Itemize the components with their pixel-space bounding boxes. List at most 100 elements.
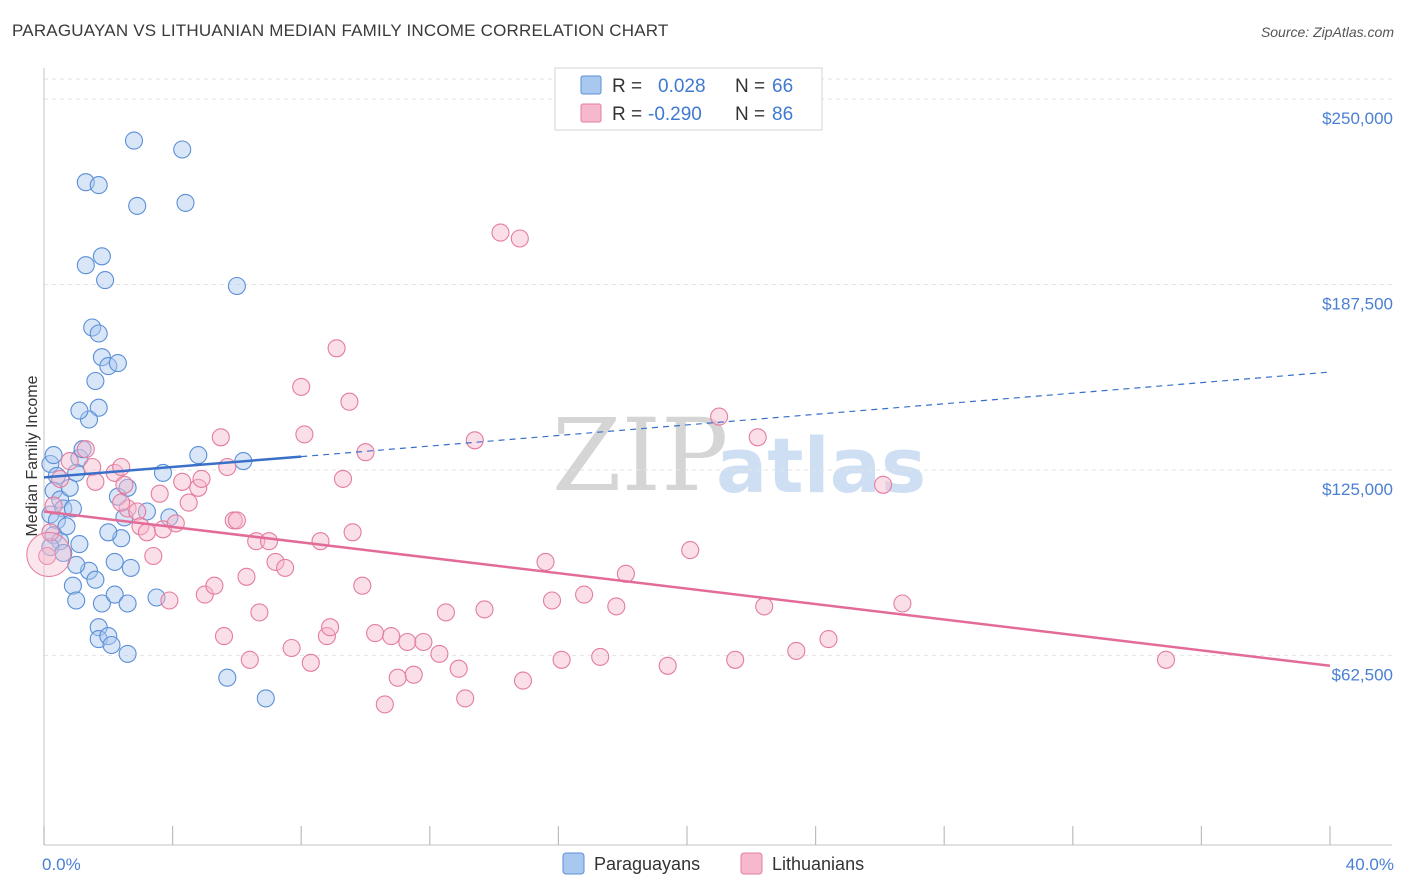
- lithuanian-point: [607, 597, 626, 616]
- lithuanian-point: [510, 229, 529, 248]
- lithuanian-point: [327, 339, 346, 358]
- x-tick-label-right: 40.0%: [1346, 855, 1394, 874]
- paraguayan-point: [256, 689, 275, 708]
- lithuanian-point: [513, 671, 533, 690]
- lithuanian-point: [893, 594, 912, 613]
- lithuanian-point: [333, 469, 353, 488]
- lithuanian-point: [137, 523, 156, 542]
- y-tick-label: $62,500: [1332, 665, 1393, 684]
- lithuanian-point: [536, 552, 555, 571]
- lithuanian-point: [436, 603, 455, 622]
- lithuanian-point: [237, 567, 256, 586]
- legend-n-value-2: 86: [772, 104, 793, 125]
- lithuanian-point: [874, 475, 893, 494]
- lithuanian-point: [456, 689, 475, 708]
- lithuanian-point: [388, 668, 407, 687]
- paraguayan-point: [96, 271, 115, 290]
- bottom-swatch-paraguayans: [562, 852, 585, 875]
- lithuanian-point: [755, 597, 774, 616]
- legend-r-value-1: 0.028: [658, 76, 706, 97]
- legend-swatch-lithuanians: [580, 103, 602, 123]
- lithuanian-point: [819, 630, 838, 649]
- lithuanian-point: [83, 457, 102, 477]
- lithuanian-point: [292, 377, 311, 396]
- lithuanian-point: [552, 650, 571, 669]
- lithuanians-trend-line: [43, 510, 1331, 668]
- paraguayan-point: [89, 398, 108, 417]
- lithuanian-point: [179, 493, 198, 512]
- legend-r-label-2: R =: [612, 104, 642, 125]
- paraguayan-point: [70, 535, 89, 554]
- paraguayan-point: [124, 131, 144, 150]
- lithuanian-point: [301, 653, 320, 672]
- paraguayan-point: [118, 644, 137, 663]
- lithuanian-point: [44, 496, 63, 515]
- lithuanian-point: [475, 600, 494, 619]
- paraguayan-point: [102, 635, 121, 655]
- y-tick-labels: $250,000 $187,500 $125,000 $62,500: [1322, 109, 1393, 684]
- legend-r-value-2: -0.290: [648, 104, 702, 125]
- lithuanian-point: [150, 484, 169, 503]
- x-tick-labels: 0.0% 40.0%: [42, 855, 1394, 874]
- lithuanian-point: [710, 407, 729, 426]
- paraguayan-point: [86, 570, 105, 589]
- bottom-legend-paraguayans: Paraguayans: [594, 854, 700, 874]
- chart-title: PARAGUAYAN VS LITHUANIAN MEDIAN FAMILY I…: [12, 21, 669, 40]
- source-credit: Source: ZipAtlas.com: [1260, 24, 1394, 40]
- correlation-legend: R = 0.028 N = 66 R = -0.290 N = 86: [554, 67, 823, 131]
- x-tick-label-left: 0.0%: [42, 855, 81, 874]
- lithuanian-point: [266, 552, 285, 571]
- lithuanian-point: [681, 541, 700, 560]
- lithuanian-point: [205, 576, 224, 595]
- paraguayans-trend-solid: [43, 455, 302, 479]
- lithuanian-point: [214, 627, 234, 646]
- lithuanian-point: [382, 627, 401, 646]
- paraguayan-point: [92, 594, 111, 613]
- axes: [43, 68, 1392, 846]
- paraguayan-point: [89, 324, 108, 343]
- lithuanian-point: [227, 511, 246, 530]
- legend-r-label-1: R =: [612, 76, 642, 97]
- lithuanian-point: [414, 632, 433, 652]
- series-legend: Paraguayans Lithuanians: [562, 852, 864, 875]
- lithuanian-point: [311, 532, 330, 551]
- lithuanian-point: [726, 650, 745, 669]
- lithuanian-point: [128, 502, 147, 521]
- paraguayan-point: [118, 594, 137, 613]
- paraguayan-point: [108, 354, 127, 373]
- lithuanian-point: [51, 469, 70, 488]
- y-tick-label: $125,000: [1322, 480, 1393, 499]
- lithuanian-point: [192, 469, 211, 488]
- lithuanian-point: [115, 475, 134, 494]
- lithuanian-point: [491, 223, 510, 242]
- lithuanian-point: [112, 457, 131, 477]
- paraguayans-trend-dashed: [301, 371, 1331, 458]
- lithuanian-point: [449, 659, 468, 678]
- paraguayan-point: [44, 446, 63, 465]
- lithuanian-point: [430, 644, 449, 663]
- lithuanian-point: [340, 392, 359, 411]
- legend-swatch-paraguayans: [580, 75, 602, 95]
- paraguayan-point: [67, 591, 86, 610]
- lithuanian-point: [658, 656, 677, 675]
- paraguayan-point: [70, 401, 89, 420]
- lithuanian-point: [250, 603, 269, 622]
- legend-n-value-1: 66: [772, 76, 793, 97]
- paraguayan-point: [86, 371, 105, 391]
- paraguayans-points: [41, 131, 275, 708]
- lithuanian-point: [38, 546, 57, 566]
- lithuanian-point: [787, 641, 806, 660]
- paraguayan-point: [57, 517, 76, 536]
- lithuanian-point: [366, 624, 385, 643]
- lithuanian-point: [166, 514, 185, 533]
- paraguayan-point: [63, 576, 82, 595]
- bottom-legend-lithuanians: Lithuanians: [772, 854, 864, 874]
- lithuanian-cluster-point: [26, 532, 72, 577]
- lithuanian-point: [240, 650, 259, 669]
- lithuanian-point: [465, 431, 484, 450]
- y-tick-label: $187,500: [1322, 295, 1393, 314]
- lithuanian-point: [160, 591, 179, 610]
- lithuanian-point: [76, 440, 95, 459]
- lithuanian-point: [259, 532, 279, 551]
